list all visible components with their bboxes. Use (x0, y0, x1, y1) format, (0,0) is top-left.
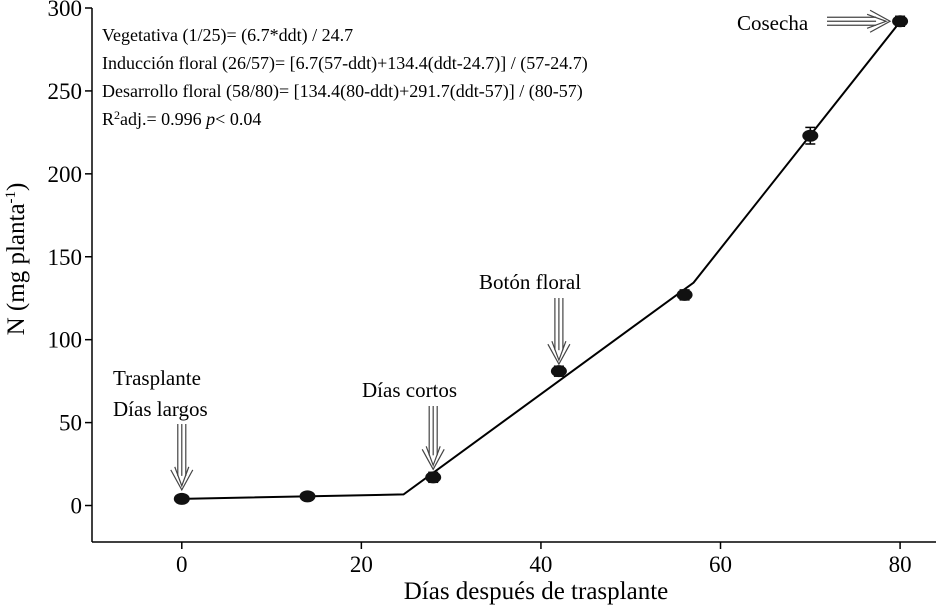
equation-vegetativa: Vegetativa (1/25)= (6.7*ddt) / 24.7 (102, 25, 353, 46)
annotation-trasplante: Trasplante (113, 366, 201, 390)
y-tick-label: 200 (48, 162, 83, 187)
down-arrow-icon (421, 406, 445, 471)
y-tick-label: 300 (48, 0, 83, 21)
arrow-head (547, 343, 571, 366)
y-tick-label: 50 (59, 411, 82, 436)
equation-desarrollo: Desarrollo floral (58/80)= [134.4(80-ddt… (102, 81, 583, 102)
annotation-dias-cortos: Días cortos (362, 378, 457, 402)
x-tick-label: 80 (889, 552, 912, 577)
y-tick-label: 100 (48, 328, 83, 353)
arrow-head (869, 9, 892, 33)
annotation-arrows (170, 9, 892, 492)
fit-equations: Vegetativa (1/25)= (6.7*ddt) / 24.7 Indu… (102, 25, 588, 129)
down-arrow-icon (547, 298, 571, 366)
x-tick-label: 60 (709, 552, 732, 577)
data-point (550, 365, 567, 378)
annotations: Trasplante Días largos Días cortos Botón… (113, 11, 809, 421)
arrow-head (174, 466, 190, 488)
arrow-head (866, 13, 888, 29)
annotation-cosecha: Cosecha (737, 11, 809, 35)
down-arrow-icon (170, 424, 194, 492)
data-point (676, 288, 693, 301)
data-point (425, 471, 442, 484)
annotation-dias-largos: Días largos (113, 397, 208, 421)
fitted-line (181, 21, 901, 500)
right-arrow-icon (827, 9, 892, 33)
y-tick-label: 150 (48, 245, 83, 270)
observed-points (173, 15, 909, 505)
data-point (892, 15, 909, 28)
data-point (299, 490, 316, 503)
equation-r2: R2adj.= 0.996 p< 0.04 (102, 108, 261, 129)
x-tick-label: 20 (350, 552, 373, 577)
data-point (173, 492, 190, 505)
axes (91, 8, 936, 543)
data-point (802, 129, 819, 142)
arrow-head (551, 340, 567, 362)
annotation-boton-floral: Botón floral (479, 270, 581, 294)
x-tick-label: 0 (176, 552, 188, 577)
x-axis-title: Días después de trasplante (404, 578, 669, 605)
y-tick-label: 0 (71, 494, 83, 519)
x-tick-label: 40 (529, 552, 552, 577)
arrow-head (425, 446, 441, 468)
fitted-line-path (181, 21, 901, 500)
ticks: 0 20 40 60 80 0 50 100 150 200 250 300 (48, 0, 912, 577)
y-tick-label: 250 (48, 79, 83, 104)
equation-induccion: Inducción floral (26/57)= [6.7(57-ddt)+1… (102, 53, 588, 74)
arrow-head (421, 449, 445, 471)
arrow-head (170, 469, 194, 492)
y-axis-title: N (mg planta-1) (3, 183, 30, 336)
